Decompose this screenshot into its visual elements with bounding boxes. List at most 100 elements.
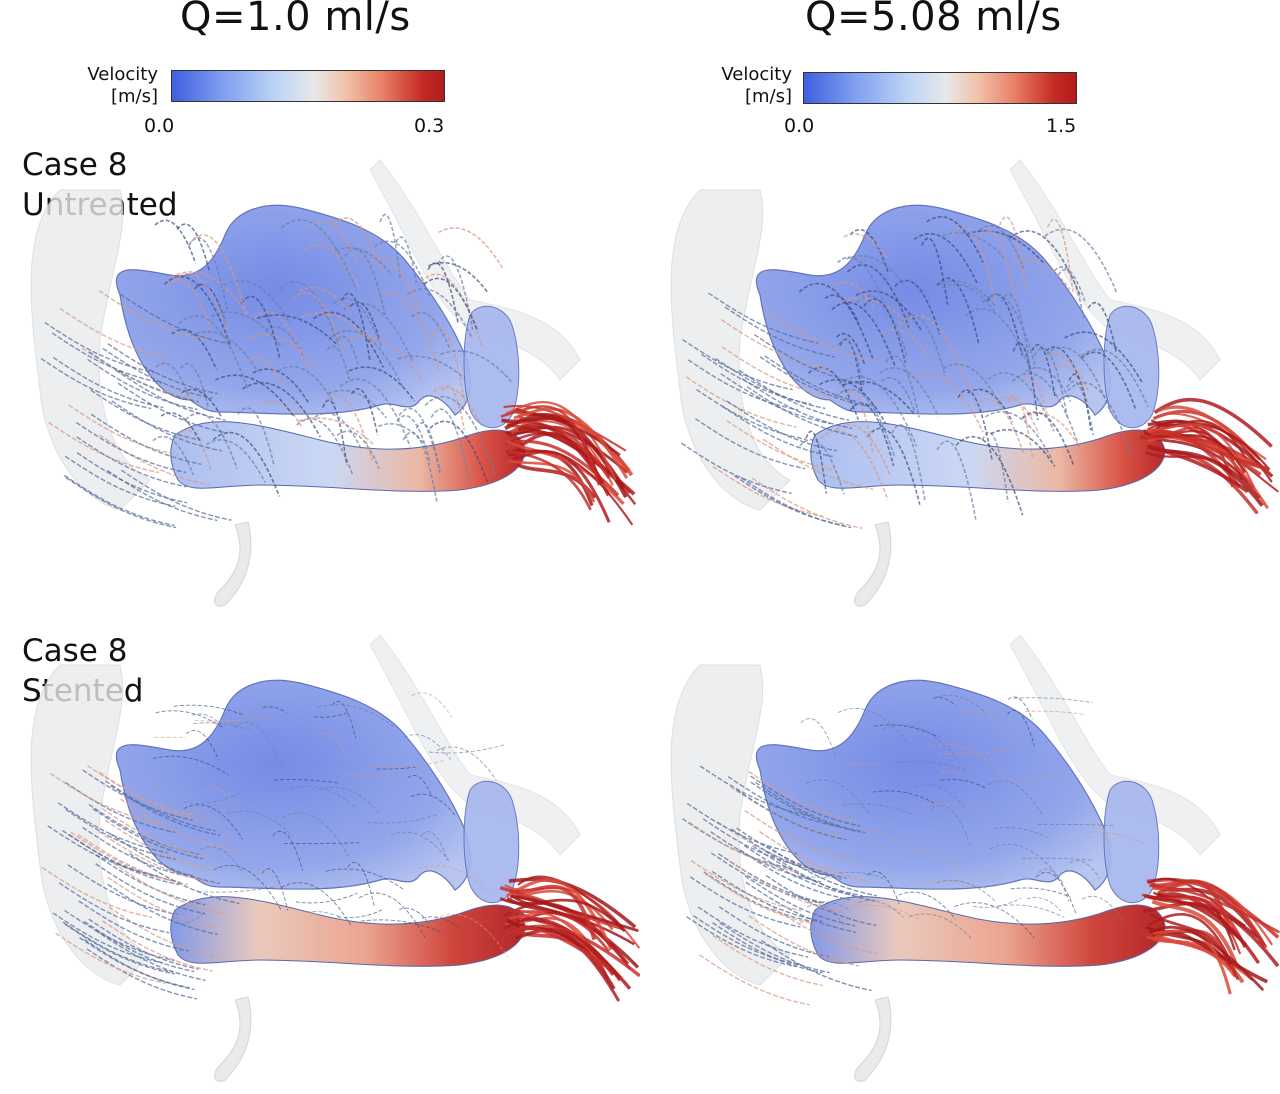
sac-streamline	[955, 435, 1024, 516]
sac-streamline	[936, 879, 996, 902]
sac-streamline	[922, 880, 988, 890]
sac-streamline	[390, 831, 451, 863]
sac-streamline	[951, 225, 996, 303]
inflow-streamline	[48, 421, 159, 474]
sac-streamline	[849, 402, 895, 467]
inflow-streamline	[52, 912, 164, 964]
sac-streamline	[990, 429, 1056, 467]
outflow-streamline	[505, 878, 613, 951]
outflow-streamline	[1149, 925, 1265, 992]
sac-streamline	[972, 898, 1022, 908]
sac-streamline	[1021, 375, 1048, 414]
inflow-streamline	[58, 882, 170, 934]
outflow-streamline	[1149, 884, 1280, 934]
sac-streamline	[402, 431, 438, 504]
inflow-streamline	[761, 939, 872, 992]
outflow-streamline	[1151, 899, 1238, 964]
sac-streamline	[867, 871, 900, 905]
sac-streamline	[881, 376, 916, 412]
inflow-streamline	[75, 421, 187, 474]
sac-streamline	[170, 271, 251, 318]
sac-streamline	[838, 375, 918, 447]
sac-streamline	[1087, 301, 1117, 352]
sac-streamline	[396, 414, 432, 464]
inflow-streamline	[120, 798, 231, 850]
row-label-untreated-line1: Case 8	[22, 147, 128, 183]
sac-streamline	[993, 827, 1049, 839]
inflow-streamline	[51, 332, 163, 384]
outflow-streamline	[503, 404, 627, 452]
sac-streamline	[1007, 395, 1034, 460]
sac-streamline	[337, 909, 382, 919]
inflow-streamline	[92, 808, 204, 860]
inflow-streamline	[693, 915, 804, 967]
outflow-streamline	[1143, 893, 1261, 964]
sac-streamline	[301, 312, 377, 347]
sac-streamline	[317, 704, 396, 729]
sac-streamline	[411, 692, 453, 718]
sac-streamline	[433, 386, 482, 426]
sac-streamline	[337, 335, 359, 365]
sac-streamline	[403, 734, 451, 760]
sac-streamline	[246, 356, 283, 385]
sac-streamline	[942, 363, 1001, 405]
outflow-streamline	[1146, 444, 1249, 494]
sac-streamline	[410, 793, 457, 817]
sac-streamline	[1007, 696, 1033, 720]
sac-streamline	[190, 331, 259, 373]
sac-streamline	[277, 365, 336, 405]
inflow-streamline	[731, 828, 842, 880]
inflow-streamline	[764, 850, 876, 902]
inflow-streamline	[95, 854, 206, 906]
sac-streamline	[344, 335, 422, 380]
sac-streamline	[365, 257, 423, 317]
sac-streamline	[1045, 346, 1081, 382]
inflow-streamline	[745, 881, 856, 933]
sac-streamline	[378, 422, 428, 448]
sac-streamline	[254, 311, 308, 370]
inflow-streamline	[689, 876, 801, 928]
sac-streamline	[290, 785, 356, 808]
sac-streamline	[281, 812, 350, 857]
inflow-streamline	[729, 785, 841, 838]
sac-streamline	[398, 407, 441, 472]
inflow-streamline	[730, 861, 841, 913]
inflow-streamline	[718, 853, 829, 905]
inflow-streamline	[99, 434, 210, 486]
sac-streamline	[863, 298, 907, 364]
sac-streamline	[1010, 887, 1071, 898]
inflow-streamline	[687, 359, 799, 411]
sac-streamline	[806, 779, 870, 814]
inflow-streamline	[743, 844, 855, 897]
sac-streamline	[341, 292, 371, 360]
sac-streamline	[1081, 831, 1144, 845]
inflow-streamline	[759, 356, 871, 408]
distal-vessel-shape	[1009, 634, 1221, 856]
sac-streamline	[1069, 860, 1100, 879]
inflow-streamline	[65, 781, 176, 834]
inflow-streamline	[700, 353, 812, 405]
sac-streamline	[819, 430, 889, 501]
sac-streamline	[360, 919, 441, 933]
distal-vessel-shape	[369, 634, 581, 856]
inflow-streamline	[62, 921, 173, 973]
sac-streamline	[298, 417, 376, 447]
sac-streamline	[317, 786, 381, 815]
inflow-streamline	[751, 477, 863, 529]
inflow-streamline	[76, 452, 188, 504]
inflow-streamline	[107, 876, 218, 928]
sac-streamline	[427, 261, 489, 293]
outflow-streamline	[1141, 435, 1266, 471]
sac-streamline	[819, 379, 887, 424]
sac-streamline	[173, 272, 229, 331]
inflow-streamline	[62, 829, 173, 882]
inflow-streamline	[119, 293, 231, 345]
inflow-streamline	[764, 310, 876, 362]
inflow-streamline	[115, 369, 226, 421]
inflow-streamline	[750, 781, 861, 833]
inflow-streamline	[710, 852, 822, 904]
sac-streamline	[891, 424, 926, 503]
inflow-streamline	[129, 852, 240, 905]
inflow-streamline	[102, 920, 213, 972]
sac-streamline	[306, 911, 342, 918]
